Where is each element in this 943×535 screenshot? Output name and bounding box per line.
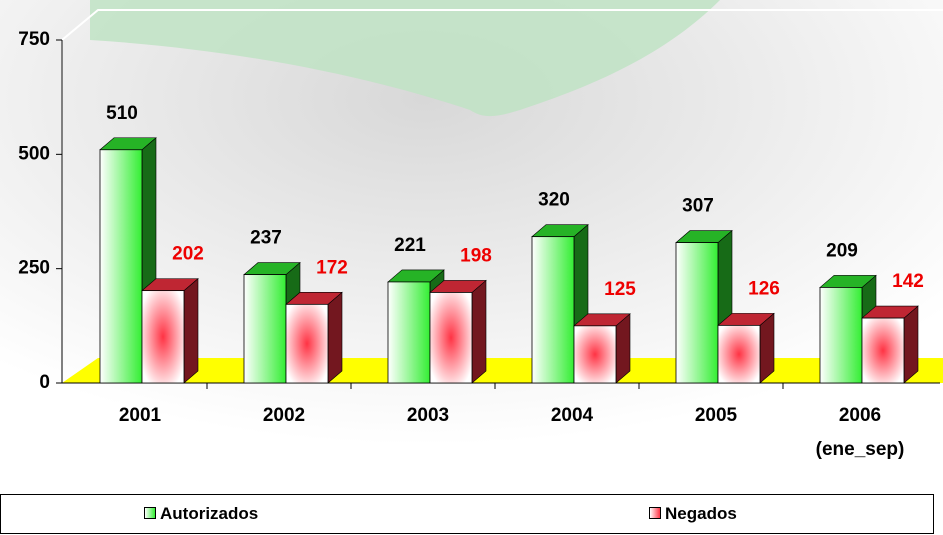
value-label: 125 — [604, 279, 636, 300]
x-tick-label: 2004 — [550, 405, 594, 426]
value-label: 172 — [316, 257, 348, 278]
legend-item: Negados — [649, 504, 737, 524]
leaf-decoration — [90, 0, 720, 117]
value-label: 209 — [826, 240, 858, 261]
legend-swatch — [649, 507, 661, 519]
y-tick-label: 250 — [18, 258, 50, 279]
bar-side — [327, 291, 343, 384]
y-tick-label: 750 — [18, 29, 50, 50]
value-label: 307 — [682, 196, 714, 217]
bar — [99, 149, 143, 384]
bar — [861, 317, 905, 384]
x-tick-label: 2006 (ene_sep) — [815, 405, 905, 460]
legend-swatch — [144, 507, 156, 519]
bar — [243, 274, 287, 384]
value-label: 142 — [892, 271, 924, 292]
bar-side — [471, 279, 487, 384]
bar — [819, 287, 863, 384]
bar-side — [183, 277, 199, 384]
bar — [285, 303, 329, 384]
bar — [573, 325, 617, 384]
bar — [531, 236, 575, 384]
legend-item: Autorizados — [144, 504, 258, 524]
legend-label: Negados — [665, 504, 737, 523]
value-label: 510 — [106, 103, 138, 124]
bar-side — [903, 305, 919, 384]
bar — [387, 281, 431, 384]
x-tick-label: 2002 — [262, 405, 306, 426]
legend: Autorizados Negados — [0, 494, 934, 534]
value-label: 237 — [250, 228, 282, 249]
legend-label: Autorizados — [160, 504, 259, 523]
x-tick-label: 2005 — [694, 405, 738, 426]
bar — [141, 290, 185, 384]
value-label: 202 — [172, 244, 204, 265]
bar — [717, 324, 761, 384]
x-tick-label: 2001 — [118, 405, 162, 426]
value-label: 320 — [538, 190, 570, 211]
y-tick-label: 0 — [39, 372, 50, 393]
bar — [675, 242, 719, 384]
bar — [429, 292, 473, 384]
value-label: 126 — [748, 278, 780, 299]
value-label: 198 — [460, 245, 492, 266]
value-label: 221 — [394, 235, 426, 256]
y-tick-label: 500 — [18, 143, 50, 164]
x-tick-label: 2003 — [406, 405, 450, 426]
chart-svg: 0 250 500 750 510 202 237 172 221 198 320 125 307 126… — [0, 0, 943, 495]
